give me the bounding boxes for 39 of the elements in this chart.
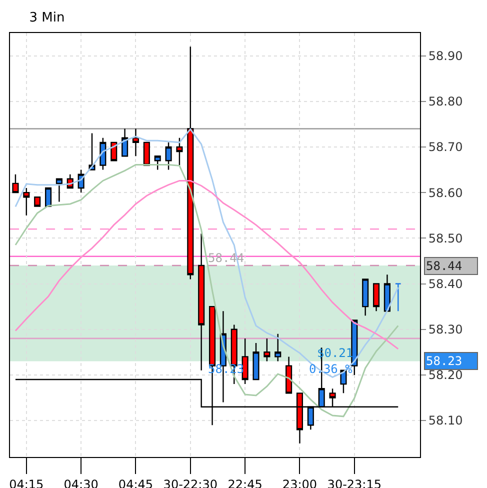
text: 58.23 xyxy=(426,354,462,368)
line-series xyxy=(14,128,399,378)
candlestick xyxy=(198,233,205,371)
candlestick xyxy=(252,342,260,380)
candlestick xyxy=(143,142,150,166)
candlestick xyxy=(12,174,19,194)
candlestick xyxy=(23,187,30,216)
candlestick xyxy=(362,278,369,316)
candlestick xyxy=(242,338,248,385)
y-tick-label: 58.50 xyxy=(428,231,463,246)
annotation: 0.36 % xyxy=(309,362,354,376)
candlestick xyxy=(351,320,358,376)
candlestick xyxy=(132,128,140,157)
y-tick-label: 58.80 xyxy=(428,94,463,109)
candlestick xyxy=(384,274,390,312)
candlestick xyxy=(286,356,292,394)
chart-title: 3 Min xyxy=(29,10,65,26)
candlestick xyxy=(100,137,106,170)
candlestick xyxy=(274,333,282,362)
candlestick xyxy=(34,196,41,207)
y-tick-label: 58.40 xyxy=(428,276,463,291)
y-tick-label: 58.70 xyxy=(428,140,463,154)
candlestick xyxy=(44,187,52,207)
candlestick xyxy=(394,283,402,312)
candlestick xyxy=(154,156,161,170)
y-tick-label: 58.60 xyxy=(428,186,463,200)
candlestick xyxy=(56,178,62,202)
y-tick-label: 58.30 xyxy=(428,322,463,337)
y-tick-label: 58.20 xyxy=(428,368,463,382)
y-tick-label: 58.10 xyxy=(428,414,463,428)
candlestick xyxy=(165,142,172,170)
candlestick xyxy=(176,137,183,166)
candlestick xyxy=(372,283,380,312)
text: 58.44 xyxy=(426,259,462,273)
candlestick xyxy=(122,128,128,157)
line-series xyxy=(14,164,399,418)
y-tick-label: 58.90 xyxy=(428,49,463,63)
candlestick xyxy=(264,338,270,362)
candlestick xyxy=(340,370,347,394)
